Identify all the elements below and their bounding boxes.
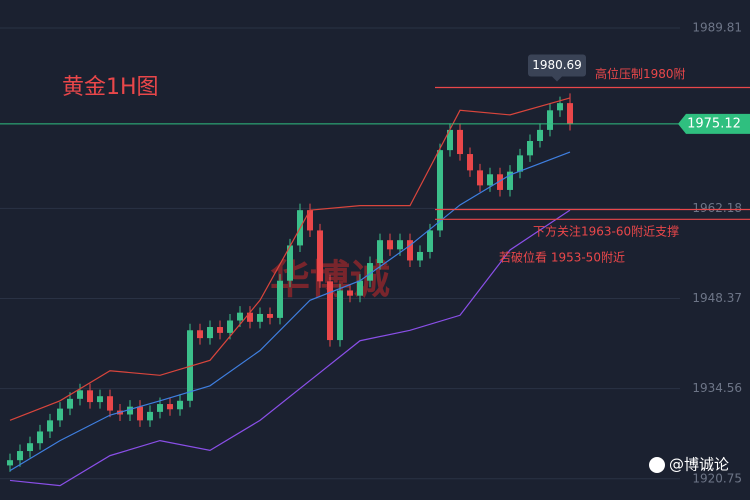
candle-body: [47, 420, 53, 432]
y-tick-label: 1948.37: [692, 291, 742, 305]
chart-title: 黄金1H图: [62, 75, 159, 100]
brand: @博诚论: [669, 456, 729, 474]
candle-body: [437, 150, 443, 231]
tooltip-pointer: [552, 76, 562, 82]
tooltip-label: 1980.69: [532, 58, 582, 72]
band-line: [9, 151, 571, 472]
candle-body: [187, 330, 193, 401]
candle-body: [137, 406, 143, 421]
candle-body: [177, 400, 183, 410]
last-price-tag: [678, 113, 750, 134]
candle-body: [197, 330, 203, 339]
candle-body: [357, 280, 363, 296]
candle-body: [87, 390, 93, 403]
candle-body: [237, 312, 243, 321]
candle-body: [217, 327, 223, 333]
band-line: [9, 97, 571, 421]
annotation: 下方关注1963-60附近支撑: [533, 224, 679, 239]
plot-area: 1989.81 1962.18 1948.37 1934.56 1920.75 1975.…: [0, 21, 750, 487]
candle-body: [377, 240, 383, 264]
candle-body: [157, 404, 163, 412]
candle-body: [227, 320, 233, 333]
candle-body: [247, 312, 253, 322]
candle-body: [547, 110, 553, 130]
annotation: 若破位看 1953-50附近: [499, 250, 625, 265]
candle-body: [17, 451, 23, 461]
candle-body: [427, 230, 433, 252]
candle-body: [387, 240, 393, 250]
tooltip-box: [528, 54, 586, 77]
last-price-label: 1975.12: [687, 116, 741, 131]
y-tick-label: 1934.56: [692, 381, 742, 395]
candle-body: [407, 240, 413, 261]
candle-body: [67, 398, 73, 409]
candle-body: [327, 281, 333, 341]
candle-body: [317, 230, 323, 282]
candle-body: [97, 396, 103, 403]
candle-body: [467, 154, 473, 171]
candle-body: [7, 460, 13, 466]
candle-body: [537, 129, 543, 141]
candle-body: [167, 404, 173, 410]
candle-body: [567, 103, 573, 124]
candle-body: [497, 174, 503, 190]
annotation: 高位压制1980附: [595, 66, 686, 81]
candle-body: [457, 129, 463, 155]
candle-body: [147, 411, 153, 421]
candle-body: [527, 140, 533, 156]
candle-body: [267, 313, 273, 318]
candle-body: [287, 245, 293, 281]
candle-body: [477, 170, 483, 186]
band-line: [9, 209, 571, 487]
candle-body: [507, 171, 513, 190]
y-tick-label: 1962.18: [692, 201, 742, 215]
candle-body: [207, 327, 213, 339]
y-tick-label: 1920.75: [692, 471, 742, 485]
candle-body: [127, 406, 133, 415]
candle-body: [447, 129, 453, 151]
candle-body: [277, 280, 283, 318]
candle-body: [37, 431, 43, 444]
candle-body: [397, 240, 403, 250]
y-tick-label: 1989.81: [692, 21, 742, 35]
candle-body: [417, 251, 423, 261]
candle-body: [337, 290, 343, 341]
brand-icon: [649, 457, 665, 473]
candle-body: [107, 396, 113, 411]
candle-body: [367, 263, 373, 281]
candle-body: [557, 103, 563, 111]
candle-body: [57, 408, 63, 421]
candle-body: [307, 210, 313, 231]
candle-body: [257, 313, 263, 322]
candle-body: [27, 443, 33, 452]
candle-body: [487, 174, 493, 186]
candle-body: [517, 155, 523, 172]
candle-body: [347, 290, 353, 296]
candle-body: [77, 390, 83, 399]
